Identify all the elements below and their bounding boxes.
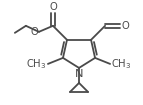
Text: CH$_3$: CH$_3$ [111, 57, 132, 71]
Text: CH$_3$: CH$_3$ [26, 57, 47, 71]
Text: N: N [75, 69, 83, 79]
Text: O: O [49, 2, 57, 12]
Text: O: O [31, 27, 38, 37]
Text: O: O [121, 21, 129, 31]
